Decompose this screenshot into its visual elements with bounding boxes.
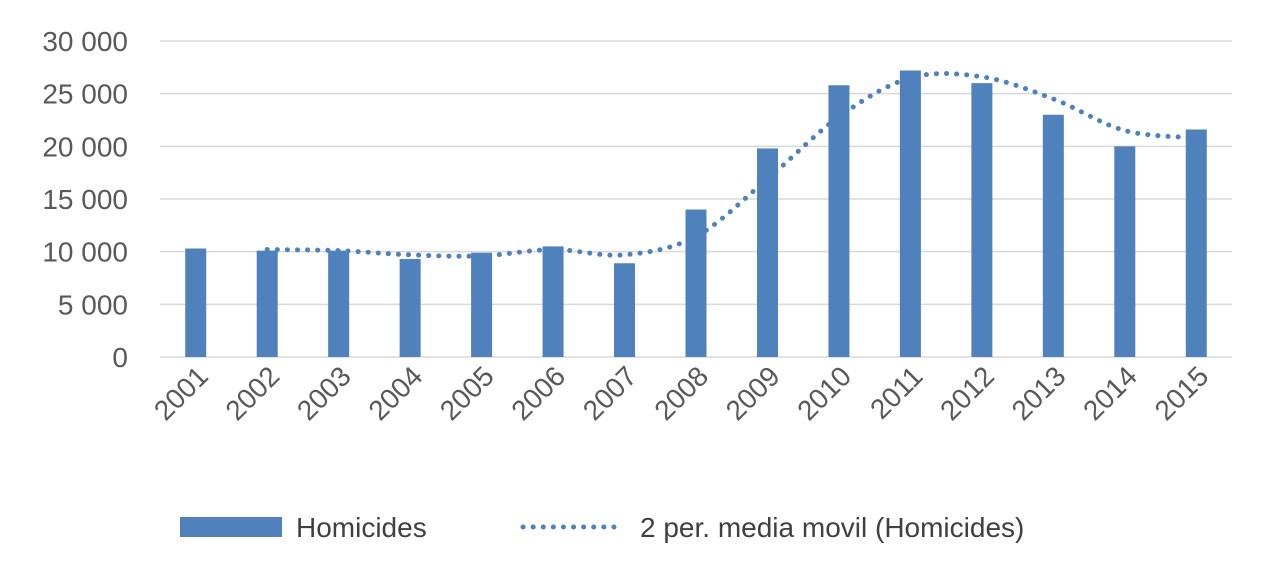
x-tick-label: 2014 [1077, 360, 1143, 426]
bar-2012 [971, 83, 993, 357]
legend-swatch-homicides [180, 517, 282, 537]
bar-series [185, 70, 1207, 358]
bar-2004 [399, 259, 421, 357]
x-tick-label: 2007 [577, 360, 643, 426]
y-axis-ticks: 0 5 000 10 000 15 000 20 000 25 000 30 000 [42, 26, 128, 373]
bar-2010 [828, 85, 850, 358]
legend-label-moving-average: 2 per. media movil (Homicides) [640, 512, 1024, 543]
bar-2009 [756, 148, 778, 357]
bar-2011 [899, 70, 921, 357]
x-tick-label: 2012 [934, 360, 1000, 426]
legend-label-homicides: Homicides [296, 512, 427, 543]
x-tick-label: 2005 [434, 360, 500, 426]
x-tick-label: 2006 [505, 360, 571, 426]
legend: Homicides 2 per. media movil (Homicides) [180, 512, 1024, 543]
bar-2002 [256, 250, 278, 357]
bar-2013 [1042, 114, 1064, 357]
x-tick-label: 2001 [148, 360, 214, 426]
y-tick-label: 0 [112, 342, 128, 373]
bar-2005 [471, 252, 493, 357]
y-tick-label: 25 000 [42, 79, 128, 110]
x-tick-label: 2015 [1149, 360, 1215, 426]
bar-2008 [685, 209, 707, 357]
x-tick-label: 2008 [648, 360, 714, 426]
moving-average-series [264, 71, 1199, 259]
bar-2014 [1114, 146, 1136, 357]
x-tick-label: 2013 [1006, 360, 1072, 426]
x-tick-label: 2003 [291, 360, 357, 426]
y-tick-label: 15 000 [42, 184, 128, 215]
y-tick-label: 20 000 [42, 131, 128, 162]
x-axis-ticks: 2001 2002 2003 2004 2005 2006 2007 2008 2009 2010… [148, 360, 1215, 426]
x-tick-label: 2004 [362, 360, 428, 426]
y-tick-label: 30 000 [42, 26, 128, 57]
x-tick-label: 2011 [864, 360, 929, 425]
bar-2001 [185, 248, 207, 357]
moving-average-line [264, 71, 1199, 259]
bar-2007 [614, 263, 636, 357]
bar-2006 [542, 246, 564, 357]
x-tick-label: 2009 [720, 360, 786, 426]
x-tick-label: 2010 [791, 360, 857, 426]
bar-2003 [328, 250, 350, 357]
bar-2015 [1185, 129, 1207, 357]
x-tick-label: 2002 [219, 360, 285, 426]
y-tick-label: 5 000 [58, 289, 128, 320]
y-tick-label: 10 000 [42, 237, 128, 268]
